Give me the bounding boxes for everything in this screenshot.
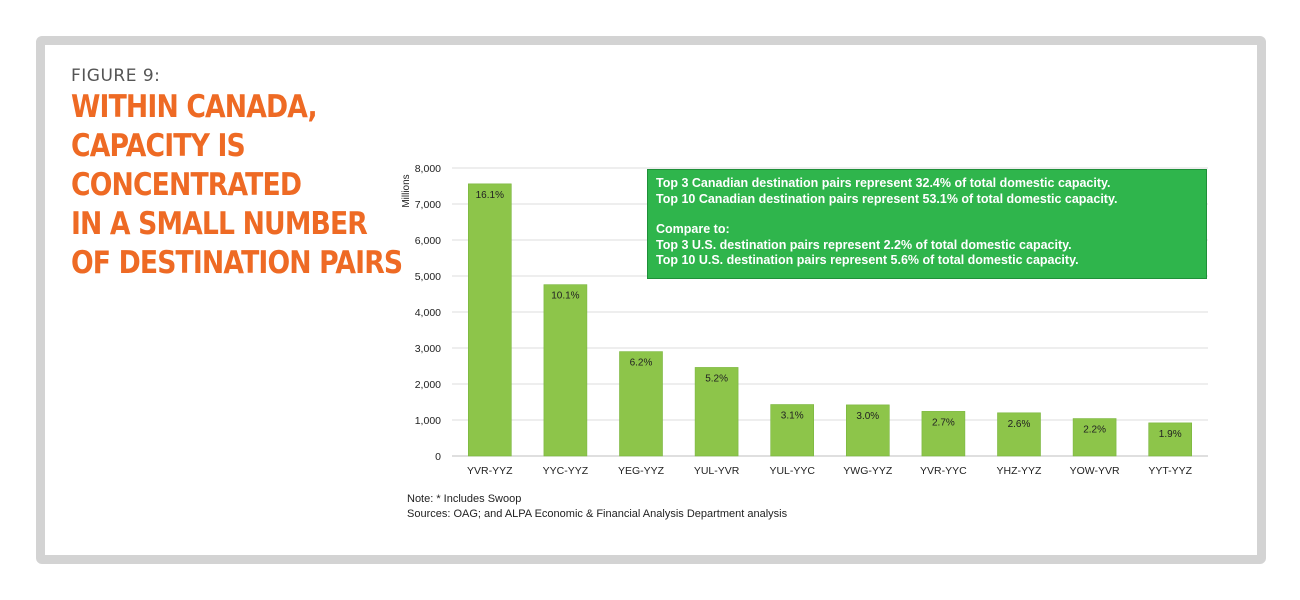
x-tick-label: YOW-YVR	[1070, 465, 1120, 477]
x-tick-label: YYC-YYZ	[543, 465, 589, 477]
bar-yvr-yyz	[467, 183, 512, 457]
data-label: 2.2%	[1083, 425, 1106, 436]
y-tick-label: 5,000	[415, 271, 441, 283]
y-tick-label: 6,000	[415, 235, 441, 247]
y-axis-label: Millions	[401, 174, 412, 207]
y-tick-label: 7,000	[415, 199, 441, 211]
data-label: 16.1%	[476, 190, 504, 201]
x-tick-label: YYT-YYZ	[1148, 465, 1192, 477]
callout-line: Top 10 Canadian destination pairs repres…	[656, 191, 1118, 206]
bar-yow-yvr	[1072, 418, 1117, 457]
bar-yvr-yyc	[921, 411, 966, 457]
data-label: 2.7%	[932, 417, 955, 428]
labels: 0 1,000 2,000 3,000 4,000 5,000 6,000 7,000 8,00…	[415, 163, 1193, 477]
bar-yul-yvr	[694, 367, 739, 457]
note-text: Note: * Includes Swoop	[407, 493, 522, 505]
headline-line: WITHIN CANADA,	[71, 89, 318, 125]
y-tick-label: 2,000	[415, 379, 441, 391]
y-tick-label: 4,000	[415, 307, 441, 319]
sources-text: Sources: OAG; and ALPA Economic & Financ…	[407, 508, 788, 520]
y-tick-label: 0	[435, 451, 441, 463]
x-tick-label: YVR-YYC	[920, 465, 967, 477]
bar-yeg-yyz	[619, 351, 663, 457]
data-label: 6.2%	[630, 358, 653, 369]
x-tick-label: YWG-YYZ	[843, 465, 893, 477]
y-tick-label: 3,000	[415, 343, 441, 355]
bar-yyt-yyz	[1148, 422, 1192, 457]
figure-label: FIGURE 9:	[71, 66, 161, 86]
x-tick-label: YVR-YYZ	[467, 465, 513, 477]
bar-yyc-yyz	[543, 284, 588, 457]
data-label: 3.1%	[781, 411, 804, 422]
data-label: 3.0%	[856, 411, 879, 422]
figure-headline: WITHIN CANADA, CAPACITY IS CONCENTRATED …	[71, 88, 403, 283]
x-tick-label: YEG-YYZ	[618, 465, 665, 477]
callout-line: Top 3 U.S. destination pairs represent 2…	[656, 237, 1072, 252]
data-label: 1.9%	[1159, 429, 1182, 440]
x-tick-label: YUL-YYC	[769, 465, 815, 477]
y-tick-label: 1,000	[415, 415, 441, 427]
callout-line: Compare to:	[656, 222, 730, 236]
bar-yhz-yyz	[997, 412, 1041, 457]
data-label: 10.1%	[551, 291, 579, 302]
headline-line: IN A SMALL NUMBER	[71, 206, 368, 242]
bar-ywg-yyz	[845, 404, 890, 457]
y-tick-label: 8,000	[415, 163, 441, 175]
x-tick-label: YHZ-YYZ	[997, 465, 1043, 477]
callout-box: Top 3 Canadian destination pairs represe…	[647, 169, 1207, 279]
headline-line: CAPACITY IS	[71, 128, 246, 164]
bars	[467, 183, 1192, 457]
data-label: 5.2%	[705, 373, 728, 384]
data-label: 2.6%	[1008, 419, 1031, 430]
callout-line: Top 3 Canadian destination pairs represe…	[656, 176, 1111, 190]
chart-notes: Note: * Includes Swoop Sources: OAG; and…	[407, 492, 787, 522]
headline-line: CONCENTRATED	[71, 167, 302, 203]
bar-yul-yyc	[770, 404, 815, 457]
callout-line: Top 10 U.S. destination pairs represent …	[656, 253, 1079, 267]
figure-card	[36, 36, 1266, 564]
x-tick-label: YUL-YVR	[694, 465, 740, 477]
